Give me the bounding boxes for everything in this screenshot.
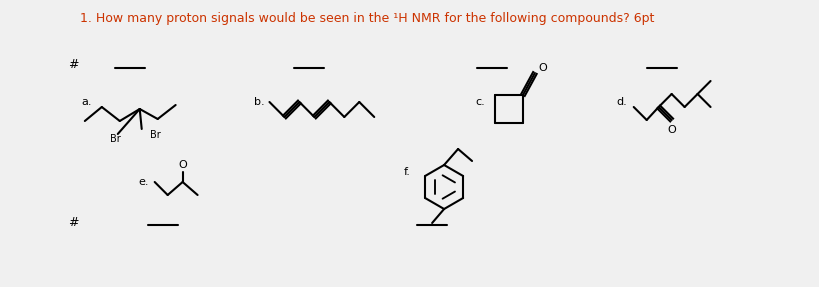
Text: a.: a. [82,97,93,107]
Text: b.: b. [255,97,265,107]
Text: #: # [68,59,79,71]
Text: d.: d. [617,97,627,107]
Text: #: # [68,216,79,228]
Text: f.: f. [405,167,411,177]
Text: e.: e. [138,177,149,187]
Text: O: O [179,160,187,170]
Text: 1. How many proton signals would be seen in the ¹H NMR for the following compoun: 1. How many proton signals would be seen… [79,12,654,25]
Text: O: O [538,63,546,73]
Text: O: O [667,125,676,135]
Text: Br: Br [150,130,161,140]
Text: Br: Br [111,134,121,144]
Text: c.: c. [475,97,485,107]
